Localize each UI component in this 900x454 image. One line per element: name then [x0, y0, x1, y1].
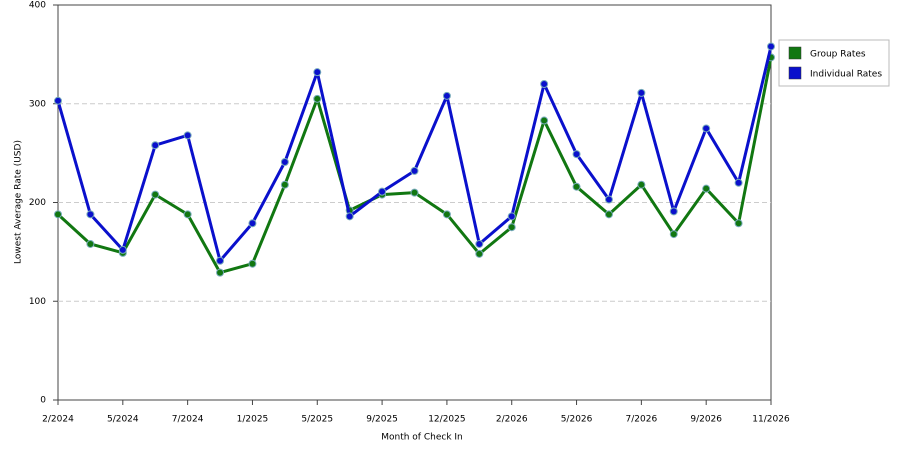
- x-tick-label: 5/2026: [561, 415, 593, 425]
- data-point: [118, 245, 127, 254]
- data-point: [572, 150, 581, 159]
- data-point: [540, 116, 549, 125]
- x-tick-label: 7/2026: [626, 415, 658, 425]
- data-point: [216, 268, 225, 277]
- data-point: [378, 187, 387, 196]
- data-point: [604, 195, 613, 204]
- data-point: [313, 94, 322, 103]
- x-tick-label: 5/2024: [107, 415, 139, 425]
- data-point: [669, 207, 678, 216]
- data-point: [669, 230, 678, 239]
- data-point: [475, 239, 484, 248]
- legend-label: Individual Rates: [810, 70, 882, 80]
- data-point: [86, 210, 95, 219]
- data-point: [345, 212, 354, 221]
- data-point: [410, 188, 419, 197]
- data-point: [248, 219, 257, 228]
- data-point: [280, 180, 289, 189]
- data-point: [442, 210, 451, 219]
- x-tick-label: 5/2025: [301, 415, 333, 425]
- data-point: [637, 88, 646, 97]
- x-tick-label: 2/2024: [42, 415, 74, 425]
- data-point: [507, 212, 516, 221]
- data-point: [572, 182, 581, 191]
- data-point: [151, 190, 160, 199]
- data-point: [54, 96, 62, 105]
- data-point: [248, 259, 257, 268]
- data-point: [183, 210, 192, 219]
- y-tick-label: 300: [29, 99, 46, 109]
- legend-label: Group Rates: [810, 50, 866, 60]
- data-point: [702, 184, 711, 193]
- data-point: [507, 223, 516, 232]
- data-point: [151, 141, 160, 150]
- data-point: [604, 210, 613, 219]
- y-axis-title: Lowest Average Rate (USD): [14, 140, 24, 264]
- data-point: [767, 42, 775, 51]
- data-point: [442, 91, 451, 100]
- data-point: [540, 80, 549, 88]
- x-tick-label: 11/2026: [752, 415, 790, 425]
- data-point: [410, 166, 419, 175]
- data-point: [702, 124, 711, 133]
- data-point: [280, 158, 289, 167]
- data-point: [54, 210, 62, 219]
- data-point: [313, 68, 322, 77]
- y-tick-label: 400: [29, 1, 46, 11]
- x-tick-label: 12/2025: [428, 415, 465, 425]
- legend-swatch: [788, 66, 802, 80]
- data-point: [734, 178, 743, 187]
- data-point: [86, 239, 95, 248]
- x-axis-title: Month of Check In: [381, 433, 463, 443]
- data-point: [475, 249, 484, 258]
- data-point: [734, 219, 743, 228]
- data-point: [216, 256, 225, 265]
- x-tick-label: 9/2026: [690, 415, 722, 425]
- x-tick-label: 7/2024: [172, 415, 204, 425]
- legend-swatch: [788, 46, 802, 60]
- x-tick-label: 1/2025: [237, 415, 269, 425]
- x-tick-label: 2/2026: [496, 415, 528, 425]
- y-tick-label: 100: [29, 297, 46, 307]
- y-tick-label: 0: [40, 396, 46, 406]
- data-point: [637, 180, 646, 189]
- x-tick-label: 9/2025: [366, 415, 398, 425]
- data-point: [183, 131, 192, 140]
- y-tick-label: 200: [29, 198, 46, 208]
